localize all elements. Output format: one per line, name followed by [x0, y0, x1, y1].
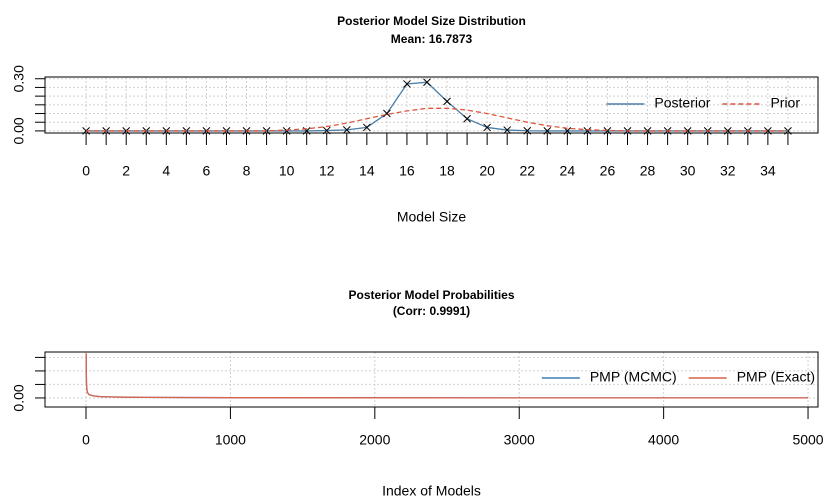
legend-label: PMP (Exact): [737, 369, 815, 385]
chart-subtitle: Mean: 16.7873: [391, 32, 473, 46]
point-marker: [723, 127, 732, 135]
x-tick-label: 30: [680, 163, 696, 179]
legend-label: PMP (MCMC): [590, 369, 677, 385]
point-marker: [523, 126, 532, 135]
x-tick-label: 20: [479, 163, 495, 179]
point-marker: [463, 114, 471, 123]
x-tick-label: 4: [162, 163, 170, 179]
y-tick-label: 0.00: [11, 117, 27, 144]
x-tick-label: 24: [560, 163, 576, 179]
point-marker: [322, 126, 331, 135]
x-tick-label: 2000: [359, 432, 390, 448]
legend-label: Posterior: [654, 95, 710, 111]
x-tick-label: 22: [519, 163, 535, 179]
x-tick-label: 1000: [215, 432, 246, 448]
plot-box: [44, 351, 819, 408]
x-tick-label: 4000: [648, 432, 679, 448]
point-marker: [443, 97, 451, 106]
point-marker: [764, 127, 772, 135]
x-tick-label: 16: [399, 163, 415, 179]
x-tick-label: 2: [122, 163, 130, 179]
point-marker: [423, 78, 431, 87]
x-tick-label: 6: [203, 163, 211, 179]
x-axis-label: Model Size: [397, 209, 466, 225]
x-tick-label: 12: [319, 163, 335, 179]
x-tick-label: 10: [279, 163, 295, 179]
x-tick-label: 5000: [792, 432, 823, 448]
x-tick-label: 18: [439, 163, 455, 179]
x-tick-label: 32: [720, 163, 736, 179]
x-tick-label: 0: [82, 163, 90, 179]
x-tick-label: 14: [359, 163, 375, 179]
x-tick-label: 3000: [504, 432, 535, 448]
point-marker: [483, 123, 491, 132]
x-axis-label: Index of Models: [382, 483, 481, 499]
point-marker: [683, 127, 692, 135]
series-line: [85, 353, 809, 399]
point-marker: [643, 127, 652, 135]
point-marker: [282, 127, 291, 135]
point-marker: [583, 127, 592, 135]
chart-title: Posterior Model Size Distribution: [337, 14, 526, 28]
point-marker: [383, 109, 391, 118]
point-marker: [342, 126, 351, 134]
chart-title: Posterior Model Probabilities: [348, 288, 514, 302]
point-marker: [603, 127, 612, 135]
x-tick-label: 0: [82, 432, 90, 448]
point-marker: [543, 127, 552, 135]
series-line: [86, 107, 788, 132]
x-tick-label: 28: [640, 163, 656, 179]
chart-subtitle: (Corr: 0.9991): [393, 304, 470, 318]
y-tick-label: 0.00: [11, 384, 27, 411]
point-marker: [503, 126, 512, 134]
x-tick-label: 26: [600, 163, 616, 179]
x-tick-label: 34: [760, 163, 776, 179]
series-line: [85, 353, 809, 399]
point-marker: [362, 123, 371, 132]
x-tick-label: 8: [243, 163, 251, 179]
point-marker: [403, 80, 411, 88]
y-tick-label: 0.30: [11, 65, 27, 92]
legend-label: Prior: [770, 95, 800, 111]
